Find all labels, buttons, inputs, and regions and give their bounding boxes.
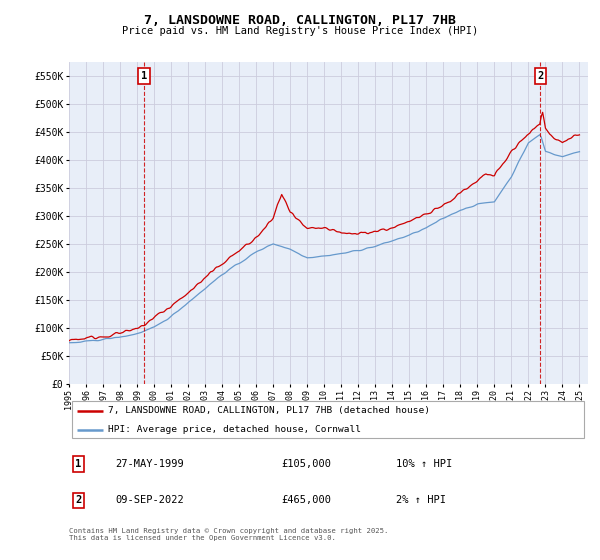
Text: 7, LANSDOWNE ROAD, CALLINGTON, PL17 7HB: 7, LANSDOWNE ROAD, CALLINGTON, PL17 7HB [144,14,456,27]
Text: 09-SEP-2022: 09-SEP-2022 [116,496,184,505]
Text: HPI: Average price, detached house, Cornwall: HPI: Average price, detached house, Corn… [108,426,361,435]
Text: Contains HM Land Registry data © Crown copyright and database right 2025.
This d: Contains HM Land Registry data © Crown c… [69,528,388,540]
FancyBboxPatch shape [71,401,584,438]
Text: £105,000: £105,000 [282,459,332,469]
Text: 2% ↑ HPI: 2% ↑ HPI [396,496,446,505]
Text: 7, LANSDOWNE ROAD, CALLINGTON, PL17 7HB (detached house): 7, LANSDOWNE ROAD, CALLINGTON, PL17 7HB … [108,406,430,415]
Text: 1: 1 [75,459,82,469]
Text: 2: 2 [537,71,544,81]
Text: Price paid vs. HM Land Registry's House Price Index (HPI): Price paid vs. HM Land Registry's House … [122,26,478,36]
Text: 27-MAY-1999: 27-MAY-1999 [116,459,184,469]
Text: £465,000: £465,000 [282,496,332,505]
Text: 10% ↑ HPI: 10% ↑ HPI [396,459,452,469]
Text: 1: 1 [141,71,148,81]
Text: 2: 2 [75,496,82,505]
